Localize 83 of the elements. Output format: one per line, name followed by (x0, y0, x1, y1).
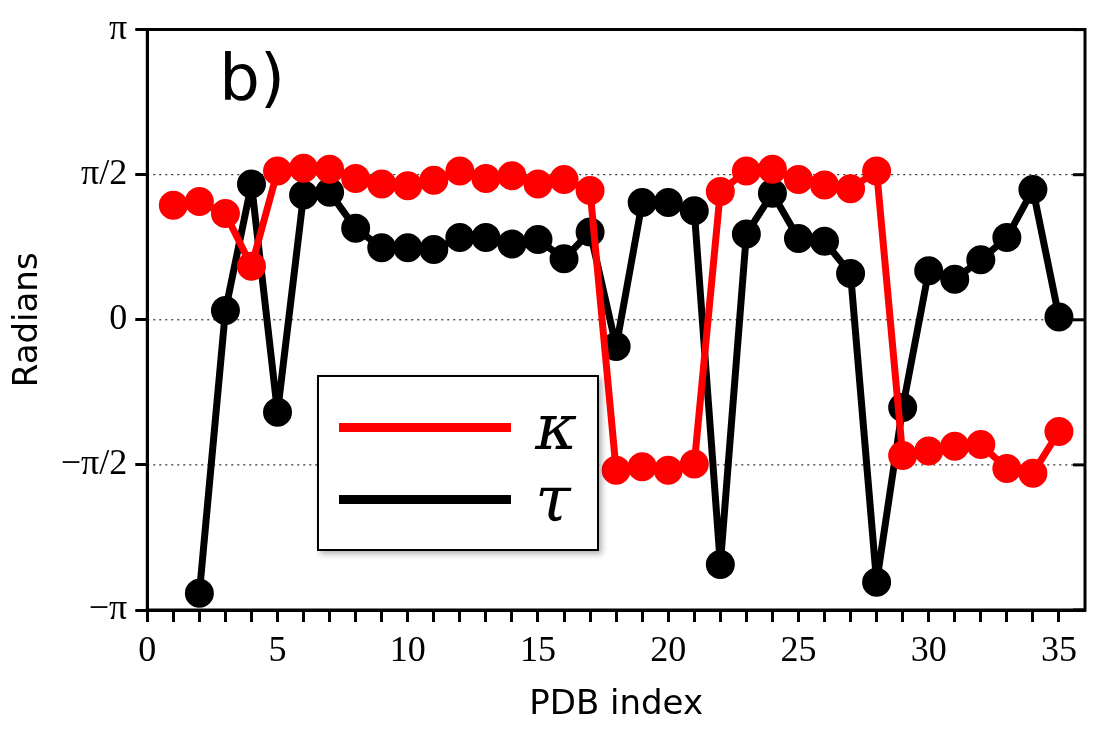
point (419, 235, 449, 265)
point (367, 233, 397, 263)
point (393, 171, 423, 201)
x-tick-label: 35 (1040, 629, 1077, 670)
point (862, 567, 892, 597)
point (367, 169, 397, 199)
point (783, 224, 813, 254)
x-tick-label: 20 (650, 629, 687, 670)
point (966, 245, 996, 275)
point (497, 229, 527, 259)
point (627, 187, 657, 217)
point (810, 170, 840, 200)
point (158, 190, 188, 220)
point (341, 163, 371, 193)
point (914, 256, 944, 286)
point (757, 154, 787, 184)
point (263, 156, 293, 186)
point (236, 169, 266, 199)
point (549, 244, 579, 274)
point (1044, 302, 1074, 332)
x-tick-label: 0 (138, 629, 157, 670)
point (679, 196, 709, 226)
point (289, 180, 319, 210)
point (575, 175, 605, 205)
point (263, 397, 293, 427)
point (549, 164, 579, 194)
point (315, 154, 345, 184)
point (471, 163, 501, 193)
legend-label: κ (535, 390, 578, 464)
x-tick-label: 10 (389, 629, 426, 670)
point (523, 224, 553, 254)
y-tick-label: 0 (109, 297, 128, 338)
y-tick-label: −π (88, 587, 128, 628)
annotation: b) (219, 41, 285, 116)
y-tick-label: −π/2 (60, 442, 128, 483)
x-tick-label: 5 (268, 629, 287, 670)
point (210, 199, 240, 229)
point (731, 219, 761, 249)
point (184, 578, 214, 608)
point (289, 153, 319, 183)
point (653, 187, 683, 217)
point (810, 226, 840, 256)
point (1018, 175, 1048, 205)
point (992, 223, 1022, 253)
point (1018, 458, 1048, 488)
x-tick-label: 15 (520, 629, 556, 670)
point (966, 430, 996, 459)
x-tick-label: 25 (780, 629, 817, 670)
legend-label: τ (535, 462, 571, 536)
point (445, 223, 475, 253)
point (731, 156, 761, 186)
point (757, 178, 787, 208)
point (393, 233, 423, 263)
point (862, 156, 892, 186)
point (836, 174, 866, 204)
point (445, 156, 475, 186)
point (783, 164, 813, 194)
y-tick-label: π (109, 7, 128, 48)
point (236, 251, 266, 281)
point (210, 296, 240, 326)
point (601, 455, 631, 485)
point (184, 187, 214, 217)
y-axis-title: Radians (5, 252, 46, 388)
point (341, 213, 371, 243)
x-axis-title: PDB index (529, 682, 704, 723)
point (627, 452, 657, 482)
point (653, 455, 683, 485)
y-tick-label: π/2 (81, 152, 128, 193)
point (888, 441, 918, 471)
point (940, 264, 970, 294)
point (523, 169, 553, 199)
point (914, 436, 944, 466)
point (497, 161, 527, 191)
point (992, 454, 1022, 484)
x-tick-label: 30 (910, 629, 947, 670)
point (471, 223, 501, 253)
point (836, 259, 866, 289)
point (705, 176, 735, 206)
point (940, 431, 970, 461)
point (1044, 417, 1074, 447)
point (679, 449, 709, 479)
point (419, 165, 449, 195)
point (705, 550, 735, 580)
